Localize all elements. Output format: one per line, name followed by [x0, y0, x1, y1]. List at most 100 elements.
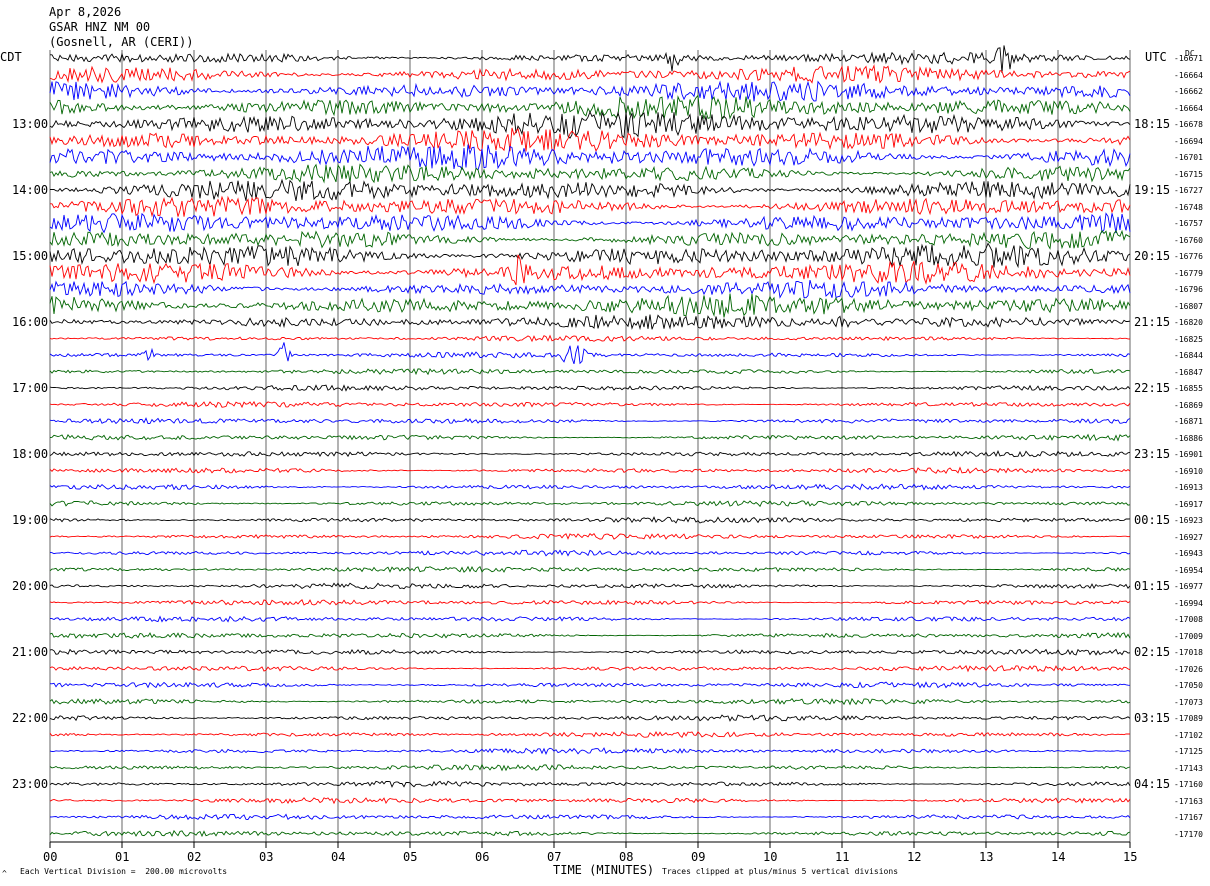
dc-offset-label: -17050 — [1174, 681, 1203, 690]
right-time-label: 18:15 — [1134, 117, 1171, 131]
header-location: (Gosnell, AR (CERI)) — [49, 35, 194, 49]
dc-offset-label: -16757 — [1174, 219, 1203, 228]
trace-line-32 — [49, 582, 1131, 590]
dc-offset-label: -16701 — [1174, 153, 1203, 162]
trace-line-44 — [49, 780, 1131, 788]
right-time-label: 21:15 — [1134, 315, 1171, 329]
dc-offset-label: -17073 — [1174, 697, 1203, 707]
left-time-label: 23:00 — [12, 777, 49, 791]
dc-offset-label: -16943 — [1174, 549, 1203, 558]
x-tick-label: 12 — [907, 850, 922, 864]
trace-line-26 — [49, 483, 1131, 491]
dc-offset-label: -16825 — [1174, 334, 1203, 344]
trace-line-23 — [49, 433, 1131, 442]
trace-line-42 — [49, 747, 1131, 755]
left-time-label: 15:00 — [12, 249, 49, 263]
left-time-label: 19:00 — [12, 513, 49, 527]
trace-line-29 — [49, 533, 1131, 540]
x-tick-label: 14 — [1051, 850, 1066, 864]
dc-offset-label: -16855 — [1174, 384, 1203, 393]
right-time-label: 04:15 — [1134, 777, 1171, 791]
dc-offset-label: -16886 — [1174, 433, 1203, 443]
trace-line-13 — [49, 254, 1131, 286]
dc-label: DC — [1185, 49, 1195, 58]
dc-offset-label: -17125 — [1174, 747, 1203, 756]
dc-offset-label: -16954 — [1174, 565, 1203, 575]
dc-offset-label: -16913 — [1174, 483, 1203, 492]
clip-note: Traces clipped at plus/minus 5 vertical … — [662, 867, 899, 876]
dc-offset-label: -17167 — [1174, 813, 1203, 822]
dc-offset-label: -16727 — [1174, 186, 1203, 195]
right-time-label: 01:15 — [1134, 579, 1171, 593]
x-tick-label: 02 — [187, 850, 202, 864]
trace-line-1 — [49, 63, 1131, 84]
trace-line-41 — [49, 730, 1130, 739]
dc-offset-label: -16820 — [1174, 318, 1203, 327]
dc-offset-label: -16715 — [1174, 169, 1203, 179]
x-tick-label: 13 — [979, 850, 994, 864]
right-time-label: 22:15 — [1134, 381, 1171, 395]
left-time-label: 16:00 — [12, 315, 49, 329]
x-tick-label: 03 — [259, 850, 274, 864]
trace-line-11 — [49, 229, 1131, 250]
left-time-label: 20:00 — [12, 579, 49, 593]
trace-line-40 — [49, 714, 1131, 722]
x-tick-label: 15 — [1123, 850, 1138, 864]
dc-offset-label: -17018 — [1174, 648, 1203, 657]
header-station: GSAR HNZ NM 00 — [49, 20, 151, 34]
dc-offset-label: -16678 — [1174, 120, 1203, 129]
dc-offset-label: -16910 — [1174, 466, 1203, 476]
trace-line-43 — [49, 763, 1131, 772]
trace-line-6 — [49, 144, 1131, 171]
trace-line-28 — [49, 516, 1131, 524]
dc-offset-label: -16776 — [1174, 252, 1203, 261]
trace-line-47 — [49, 829, 1131, 838]
trace-line-35 — [49, 631, 1131, 639]
scale-note: Each Vertical Division = 200.00 microvol… — [20, 867, 228, 876]
right-time-label: 23:15 — [1134, 447, 1171, 461]
trace-line-0 — [50, 45, 1131, 74]
trace-line-3 — [49, 94, 1131, 120]
x-tick-label: 00 — [43, 850, 58, 864]
right-time-label: 19:15 — [1134, 183, 1171, 197]
trace-line-38 — [49, 681, 1131, 689]
dc-offset-label: -17163 — [1174, 796, 1203, 806]
trace-line-36 — [49, 648, 1131, 656]
trace-line-25 — [49, 466, 1131, 475]
x-tick-label: 05 — [403, 850, 418, 864]
trace-line-15 — [49, 293, 1131, 318]
trace-line-7 — [49, 163, 1131, 184]
dc-offset-label: -17008 — [1174, 615, 1203, 624]
dc-offset-label: -16869 — [1174, 400, 1203, 410]
dc-offset-label: -16671 — [1174, 54, 1203, 63]
dc-offset-label: -16664 — [1174, 70, 1203, 80]
x-tick-label: 01 — [115, 850, 130, 864]
trace-line-22 — [49, 417, 1131, 425]
dc-offset-label: -16917 — [1174, 499, 1203, 509]
trace-line-4 — [49, 110, 1131, 139]
trace-line-17 — [49, 334, 1131, 343]
trace-line-14 — [49, 279, 1131, 299]
dc-offset-label: -17026 — [1174, 664, 1203, 674]
left-time-label: 18:00 — [12, 447, 49, 461]
dc-offset-label: -16977 — [1174, 582, 1203, 591]
x-axis-ticks — [49, 841, 1131, 848]
header-date: Apr 8,2026 — [49, 5, 122, 19]
x-axis-label: TIME (MINUTES) — [553, 863, 655, 877]
seismic-traces — [49, 45, 1131, 838]
dc-offset-label: -16694 — [1174, 136, 1203, 146]
trace-line-39 — [49, 697, 1131, 706]
dc-offset-label: -16844 — [1174, 351, 1203, 360]
dc-offset-label: -16760 — [1174, 235, 1203, 245]
dc-offset-label: -16847 — [1174, 367, 1203, 377]
trace-line-30 — [49, 549, 1131, 557]
right-time-label: 03:15 — [1134, 711, 1171, 725]
trace-line-12 — [49, 242, 1131, 269]
left-time-label: 21:00 — [12, 645, 49, 659]
dc-offset-label: -16664 — [1174, 103, 1203, 113]
dc-offset-label: -16871 — [1174, 417, 1203, 426]
trace-line-46 — [49, 813, 1131, 821]
trace-line-45 — [49, 797, 1131, 805]
x-tick-label: 07 — [547, 850, 562, 864]
trace-line-18 — [49, 342, 1131, 365]
